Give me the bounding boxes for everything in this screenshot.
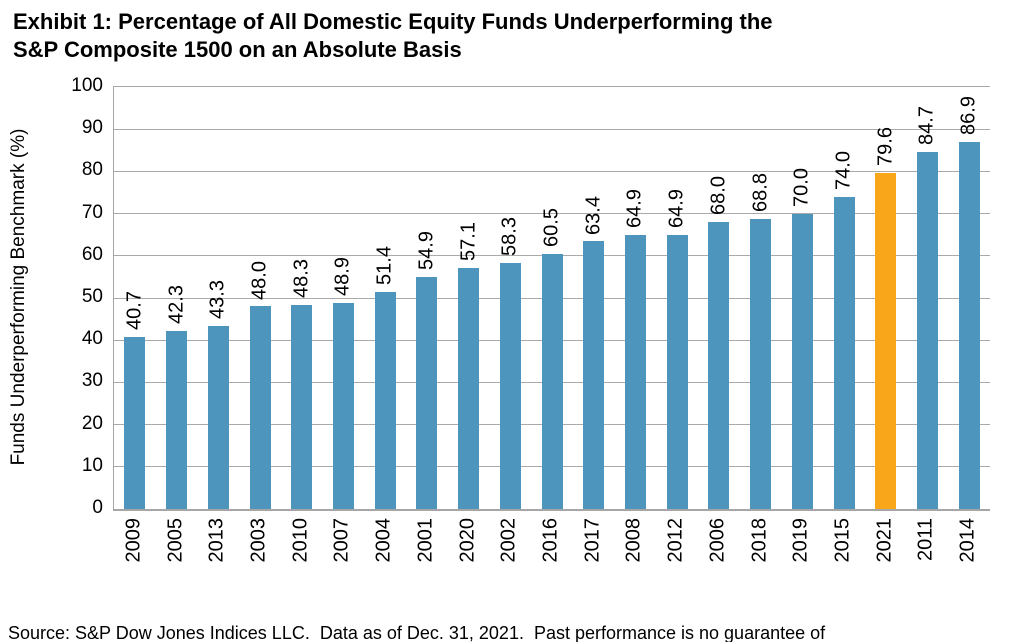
x-tick-label: 2009 [122, 518, 145, 563]
y-tick-label: 0 [92, 497, 103, 518]
bar-value-label: 79.6 [874, 127, 897, 167]
bar-value-label: 64.9 [623, 189, 646, 229]
x-tick-label: 2004 [372, 518, 395, 563]
source-note-line1: Source: S&P Dow Jones Indices LLC. Data … [8, 623, 826, 642]
y-tick-label: 10 [81, 454, 103, 476]
bar-value-label: 68.0 [707, 176, 730, 216]
x-tick-label: 2006 [706, 518, 729, 563]
chart-bar [207, 326, 229, 509]
chart-bar [916, 151, 938, 509]
x-tick-label: 2013 [205, 518, 228, 563]
chart-bar [708, 222, 730, 509]
x-tick-label: 2018 [748, 518, 771, 563]
chart-title-line1: Exhibit 1: Percentage of All Domestic Eq… [13, 9, 773, 34]
gridline [114, 128, 990, 130]
x-tick-label: 2016 [539, 518, 562, 563]
x-tick-label: 2008 [622, 518, 645, 563]
bar-value-label: 42.3 [165, 284, 188, 324]
y-tick-label: 70 [81, 201, 103, 223]
bar-value-label: 74.0 [832, 150, 855, 190]
y-tick-label: 90 [81, 117, 103, 139]
chart-bar [166, 330, 188, 509]
y-axis-title: Funds Underperforming Benchmark (%) [8, 128, 29, 466]
y-tick-label: 20 [81, 412, 103, 434]
y-tick-label: 100 [71, 75, 103, 96]
chart-title-line2: S&P Composite 1500 on an Absolute Basis [13, 37, 462, 62]
x-tick-label: 2017 [581, 518, 604, 563]
bar-value-label: 54.9 [415, 231, 438, 271]
x-tick-label: 2001 [414, 518, 437, 563]
chart-bar [374, 292, 396, 509]
bar-value-label: 70.0 [790, 167, 813, 207]
chart-bar [624, 235, 646, 509]
chart-bar [583, 241, 605, 509]
x-tick-label: 2014 [956, 518, 979, 563]
y-tick-label: 40 [81, 328, 103, 350]
chart-bar [958, 142, 980, 509]
x-tick-label: 2019 [789, 518, 812, 563]
chart-bar [541, 253, 563, 509]
x-tick-label: 2007 [330, 518, 353, 563]
chart-bar [332, 302, 354, 509]
chart-title: Exhibit 1: Percentage of All Domestic Eq… [13, 8, 773, 64]
x-tick-label: 2021 [873, 518, 896, 563]
y-tick-label: 50 [81, 286, 103, 307]
x-tick-label: 2020 [456, 518, 479, 563]
bar-value-label: 60.5 [540, 207, 563, 247]
gridline [114, 170, 990, 172]
chart-bar [791, 213, 813, 509]
x-tick-label: 2005 [164, 518, 187, 563]
bar-value-label: 84.7 [915, 105, 938, 145]
y-tick-label: 80 [81, 159, 103, 181]
bar-value-label: 51.4 [373, 246, 396, 286]
bar-value-label: 48.9 [331, 256, 354, 296]
y-tick-label: 60 [81, 243, 103, 265]
chart-bar [124, 337, 146, 509]
x-tick-label: 2010 [289, 518, 312, 563]
plot-area: 40.7 42.3 43.3 48.0 48.3 48.9 51.4 54.9 57.1 58.3… [113, 86, 990, 511]
x-tick-label: 2011 [914, 518, 937, 562]
x-tick-label: 2002 [497, 518, 520, 563]
chart-bar [249, 306, 271, 509]
bar-value-label: 86.9 [957, 96, 980, 136]
chart-bar [291, 305, 313, 509]
gridline [114, 213, 990, 215]
bar-value-label: 58.3 [498, 217, 521, 256]
x-tick-label: 2015 [831, 518, 854, 563]
chart-bar [666, 235, 688, 509]
x-tick-label: 2012 [664, 518, 687, 563]
y-tick-label: 30 [81, 370, 103, 392]
chart-bar [499, 262, 521, 509]
chart-bar [750, 218, 772, 509]
bar-value-label: 64.9 [665, 189, 688, 229]
bar-value-label: 48.0 [248, 260, 271, 300]
bar-value-label: 40.7 [123, 291, 146, 331]
bar-value-label: 57.1 [457, 222, 480, 262]
bar-value-label: 48.3 [290, 259, 313, 299]
bar-value-label: 68.8 [749, 172, 772, 212]
chart-bar [416, 277, 438, 509]
source-note: Source: S&P Dow Jones Indices LLC. Data … [8, 571, 1008, 642]
chart-bar [458, 268, 480, 509]
chart-bar [833, 196, 855, 509]
bar-value-label: 43.3 [206, 280, 229, 320]
bar-value-label: 63.4 [582, 195, 605, 235]
chart-bar [875, 173, 897, 509]
x-tick-label: 2003 [247, 518, 270, 563]
